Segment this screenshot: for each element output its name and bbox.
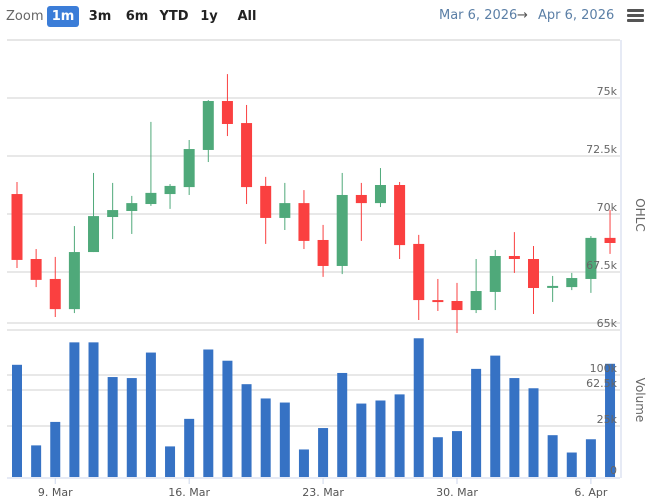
candle-up	[279, 203, 291, 218]
candle-down	[394, 185, 406, 246]
candle-down	[413, 243, 425, 301]
volume-bar	[547, 435, 558, 477]
candle-up	[164, 185, 176, 195]
candle-up	[336, 194, 348, 266]
volume-bar	[50, 421, 61, 477]
candle-down	[528, 259, 540, 289]
ohlc-tick-label: 67.5k	[586, 259, 617, 272]
date-from-input[interactable]: Mar 6, 2026	[439, 8, 518, 23]
volume-bar	[413, 338, 424, 477]
volume-tick-label: 25k	[597, 413, 618, 426]
volume-bar	[509, 378, 520, 477]
volume-bar	[222, 360, 233, 477]
volume-tick-label: 100k	[590, 362, 618, 375]
volume-bar	[394, 394, 405, 477]
candle-down	[355, 194, 367, 204]
candle-up	[547, 285, 559, 288]
range-button-3m[interactable]: 3m	[88, 9, 112, 24]
ohlc-axis-title: OHLC	[633, 198, 647, 232]
x-tick-label: 16. Mar	[168, 486, 210, 499]
volume-bar	[298, 449, 309, 477]
ohlc-tick-label: 75k	[597, 85, 618, 98]
zoom-label: Zoom	[6, 9, 44, 24]
volume-bar	[88, 342, 99, 477]
x-tick-label: 6. Apr	[574, 486, 607, 499]
volume-bar	[566, 452, 577, 477]
volume-bar	[165, 446, 176, 477]
candle-up	[88, 216, 100, 253]
volume-bar	[241, 384, 252, 477]
candle-down	[508, 255, 520, 260]
candle-down	[241, 123, 253, 188]
volume-bar	[451, 431, 462, 477]
ohlc-tick-label: 72.5k	[586, 143, 617, 156]
range-button-6m[interactable]: 6m	[125, 9, 149, 24]
candle-down	[604, 237, 616, 243]
volume-bar	[375, 400, 386, 477]
volume-bar	[605, 363, 616, 477]
volume-bar	[203, 349, 214, 477]
range-button-ytd[interactable]: YTD	[159, 9, 189, 24]
candle-up	[107, 210, 119, 218]
range-selector: Zoom 1m 3m 6m YTD 1y All Mar 6, 2026 → A…	[0, 0, 652, 34]
candle-down	[221, 101, 233, 124]
range-button-1y[interactable]: 1y	[200, 9, 218, 24]
volume-bar	[318, 428, 329, 477]
candle-up	[470, 291, 482, 311]
candle-down	[451, 301, 463, 311]
volume-bar	[279, 402, 290, 477]
x-tick-label: 9. Mar	[38, 486, 73, 499]
ohlc-tick-label: 65k	[597, 317, 618, 330]
candle-down	[432, 300, 444, 303]
volume-tick-label: 0	[610, 464, 617, 477]
volume-bar	[528, 388, 539, 477]
date-to-input[interactable]: Apr 6, 2026	[538, 8, 615, 23]
x-tick-label: 23. Mar	[302, 486, 344, 499]
candle-down	[49, 278, 61, 310]
volume-bar	[69, 342, 80, 477]
volume-bar	[260, 398, 271, 477]
volume-axis-title: Volume	[633, 378, 647, 423]
volume-bar	[184, 418, 195, 477]
candle-down	[317, 239, 329, 266]
volume-bar	[337, 372, 348, 477]
volume-bar	[490, 355, 501, 477]
candle-up	[68, 252, 80, 310]
candle-down	[30, 259, 42, 280]
candle-down	[11, 194, 23, 260]
volume-bar	[471, 368, 482, 477]
candle-up	[202, 101, 214, 150]
volume-bar	[585, 439, 596, 477]
volume-bar	[107, 377, 118, 477]
range-button-all[interactable]: All	[237, 9, 257, 24]
candle-up	[183, 149, 195, 188]
hamburger-menu-icon[interactable]	[627, 9, 644, 23]
candle-up	[126, 203, 138, 211]
volume-bar	[126, 378, 137, 477]
candle-up	[489, 255, 501, 292]
candle-up	[374, 185, 386, 204]
candle-up	[145, 192, 157, 205]
candle-down	[298, 203, 310, 241]
candle-up	[566, 278, 578, 288]
x-tick-label: 30. Mar	[436, 486, 478, 499]
volume-bar	[356, 403, 367, 477]
volume-bar	[31, 445, 42, 477]
volume-bar	[145, 352, 156, 477]
volume-bar	[432, 437, 443, 477]
date-range-arrow: →	[517, 8, 528, 23]
range-button-1m[interactable]: 1m	[47, 6, 79, 27]
volume-bar	[12, 364, 22, 477]
candle-up	[585, 237, 597, 279]
candle-down	[260, 185, 272, 218]
volume-tick-label: 62.5k	[586, 377, 617, 390]
ohlc-tick-label: 70k	[597, 201, 618, 214]
